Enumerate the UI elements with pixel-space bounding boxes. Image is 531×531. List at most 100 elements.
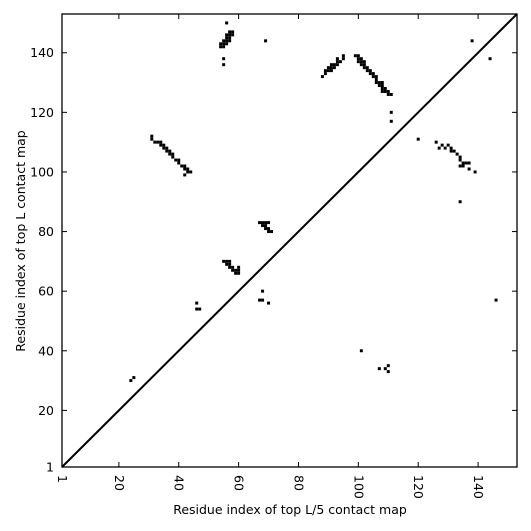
contact-point: [494, 298, 498, 302]
y-tick-label: 80: [38, 224, 54, 239]
contact-point: [365, 69, 369, 73]
x-tick-label: 60: [232, 475, 247, 491]
contact-point: [267, 227, 271, 231]
contact-point: [386, 370, 390, 374]
contact-point: [171, 155, 175, 159]
contact-point: [359, 57, 363, 61]
x-tick-label: 1: [55, 475, 70, 483]
contact-point: [374, 81, 378, 85]
contact-point: [458, 158, 462, 162]
contact-point: [329, 69, 333, 73]
contact-point: [449, 149, 453, 153]
contact-point: [362, 66, 366, 70]
contact-point: [222, 45, 226, 49]
contact-point: [356, 54, 360, 58]
contact-point: [386, 364, 390, 368]
contact-point: [264, 227, 268, 231]
contact-point: [237, 265, 241, 269]
x-tick-label: 20: [112, 475, 127, 491]
y-tick-label: 120: [30, 105, 54, 120]
contact-point: [455, 152, 459, 156]
contact-point: [329, 63, 333, 67]
contact-point: [389, 110, 393, 114]
plot-frame: [61, 13, 518, 468]
contact-point: [258, 298, 262, 302]
contact-point: [165, 149, 169, 153]
contact-point: [368, 72, 372, 76]
contact-point: [183, 164, 187, 168]
contact-point: [341, 57, 345, 61]
contact-point: [264, 221, 268, 225]
contact-point: [377, 367, 381, 371]
contact-point: [237, 271, 241, 275]
contact-point: [326, 66, 330, 70]
contact-point: [458, 155, 462, 159]
contact-point: [467, 167, 471, 171]
contact-point: [261, 221, 265, 225]
contact-point: [153, 140, 157, 144]
contact-point: [156, 140, 160, 144]
contact-point: [326, 69, 330, 73]
contact-point: [380, 84, 384, 88]
contact-point: [270, 230, 274, 234]
contact-point: [222, 259, 226, 263]
contact-point: [443, 146, 447, 150]
x-tick-label: 140: [471, 475, 486, 499]
contact-point: [222, 39, 226, 43]
contact-point: [458, 200, 462, 204]
contact-point: [159, 140, 163, 144]
contact-point: [225, 39, 229, 43]
contact-point: [261, 224, 265, 228]
contact-point: [168, 152, 172, 156]
y-tick-label: 20: [38, 403, 54, 418]
contact-point: [356, 60, 360, 64]
contact-point: [452, 149, 456, 153]
contact-point: [488, 57, 492, 61]
contact-point: [228, 262, 232, 266]
contact-point: [129, 379, 133, 383]
y-axis-label: Residue index of top L contact map: [13, 130, 28, 351]
y-tick-label: 60: [38, 284, 54, 299]
contact-point: [189, 170, 193, 174]
contact-point: [368, 69, 372, 73]
x-tick-label: 120: [411, 475, 426, 499]
contact-point: [195, 307, 199, 311]
contact-point: [261, 289, 265, 293]
contact-point: [386, 92, 390, 96]
contact-point: [258, 221, 262, 225]
contact-point: [341, 54, 345, 58]
contact-point: [162, 143, 166, 147]
contact-point: [225, 36, 229, 40]
contact-point: [365, 66, 369, 70]
contact-point: [335, 63, 339, 67]
contact-point: [177, 158, 181, 162]
contact-point: [171, 152, 175, 156]
contact-point: [180, 164, 184, 168]
contact-point: [195, 301, 199, 305]
contact-point: [231, 33, 235, 37]
x-axis-label: Residue index of top L/5 contact map: [173, 502, 407, 517]
contact-points-group: [129, 21, 498, 383]
contact-point: [356, 57, 360, 61]
contact-point: [150, 137, 154, 141]
contact-point: [386, 89, 390, 93]
contact-point: [374, 78, 378, 82]
contact-point: [198, 307, 202, 311]
contact-point: [231, 30, 235, 34]
contact-point: [222, 57, 226, 61]
contact-point: [159, 143, 163, 147]
contact-point: [359, 60, 363, 64]
contact-point: [132, 376, 136, 380]
contact-point: [461, 161, 465, 165]
contact-point: [267, 230, 271, 234]
contact-point: [174, 158, 178, 162]
contact-point: [437, 146, 441, 150]
x-axis-ticks: 1 20 40 60 80 100 120 140: [55, 14, 486, 499]
contact-point: [374, 75, 378, 79]
contact-point: [383, 89, 387, 93]
contact-point: [264, 224, 268, 228]
contact-point: [362, 60, 366, 64]
contact-point: [228, 259, 232, 263]
contact-point: [335, 57, 339, 61]
contact-point: [338, 60, 342, 64]
